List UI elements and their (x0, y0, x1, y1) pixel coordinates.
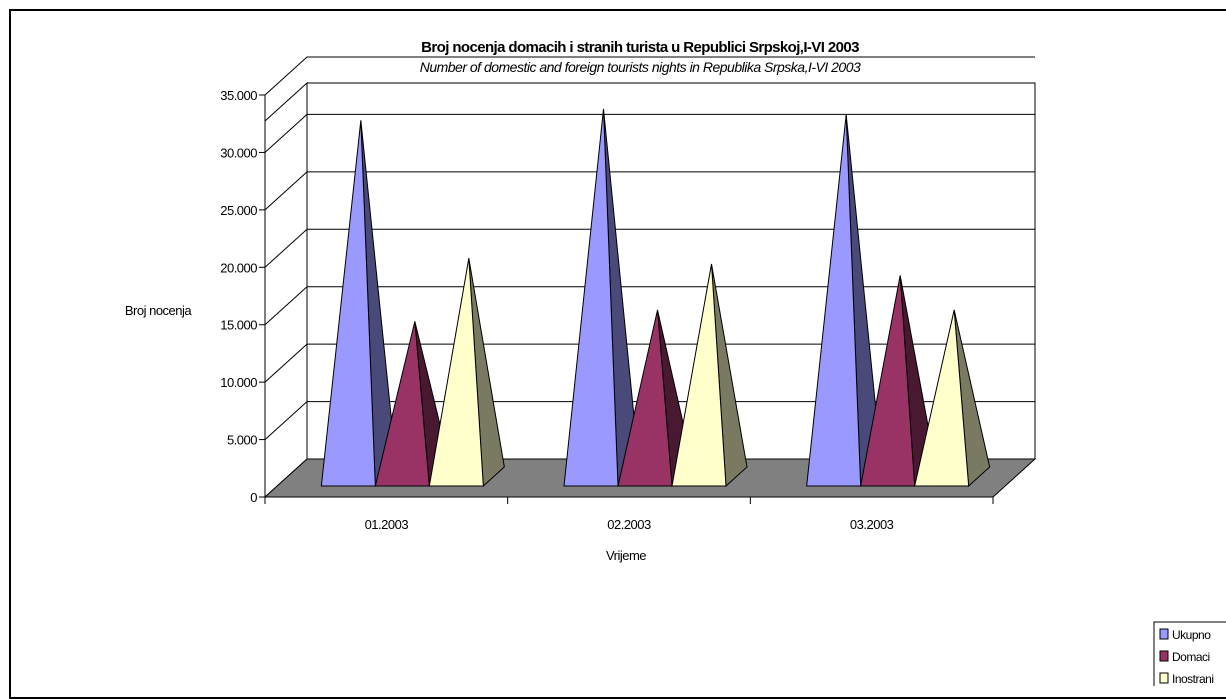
y-tick-label: 5.000 (227, 433, 257, 448)
pyramid-marks (320, 108, 991, 488)
pyramid-front-face (806, 114, 862, 487)
chart-subtitle: Number of domestic and foreign tourists … (420, 59, 861, 75)
y-axis-label: Broj nocenja (125, 303, 193, 318)
pyramid-inostrani-01.2003 (428, 258, 505, 488)
y-tick-label: 0 (250, 490, 257, 505)
gridline (264, 228, 1035, 268)
legend-label-ukupno: Ukupno (1172, 628, 1211, 642)
x-tick-label: 03.2003 (850, 517, 894, 532)
y-tick-label: 10.000 (220, 375, 257, 390)
gridline (264, 56, 1035, 96)
y-tick-labels: 0 5.000 10.000 15.000 20.000 25.000 30.000 35.0… (220, 88, 258, 505)
pyramid-inostrani-03.2003 (914, 309, 991, 488)
gridline (264, 286, 1035, 326)
y-tick-label: 25.000 (220, 203, 257, 218)
side-wall (264, 81, 308, 499)
x-tick-label: 02.2003 (607, 517, 651, 532)
chart-title: Broj nocenja domacih i stranih turista u… (421, 39, 859, 56)
gridlines (264, 56, 1035, 440)
y-tick-label: 15.000 (220, 318, 257, 333)
legend: Ukupno Domaci Inostrani (1153, 621, 1226, 686)
pyramid-ukupno-03.2003 (806, 114, 883, 488)
pyramid-front-face (914, 309, 970, 487)
legend-swatch-domaci (1159, 650, 1169, 662)
y-tick-label: 20.000 (220, 260, 257, 275)
legend-label-domaci: Domaci (1172, 650, 1210, 664)
gridline (264, 343, 1035, 383)
x-tick-label: 01.2003 (365, 517, 409, 532)
gridline (264, 113, 1035, 153)
legend-label-inostrani: Inostrani (1172, 672, 1214, 686)
legend-swatch-ukupno (1159, 628, 1169, 640)
pyramid-front-face (428, 258, 484, 487)
gridline (264, 401, 1035, 440)
axes (259, 94, 994, 504)
pyramid-ukupno-01.2003 (320, 120, 397, 488)
pyramid-front-face (671, 263, 727, 487)
x-axis-label: Vrijeme (606, 548, 646, 563)
x-tick-labels: 01.2003 02.2003 03.2003 (365, 517, 895, 532)
pyramid-front-face (617, 309, 673, 487)
pyramid-front-face (374, 321, 430, 487)
pyramid-front-face (563, 108, 619, 487)
y-tick-label: 30.000 (220, 145, 257, 160)
y-tick-label: 35.000 (220, 88, 257, 103)
gridline (264, 171, 1035, 211)
pyramid-front-face (320, 120, 376, 487)
legend-swatch-inostrani (1159, 672, 1169, 684)
pyramid-front-face (860, 275, 916, 487)
pyramid-inostrani-02.2003 (671, 263, 748, 488)
